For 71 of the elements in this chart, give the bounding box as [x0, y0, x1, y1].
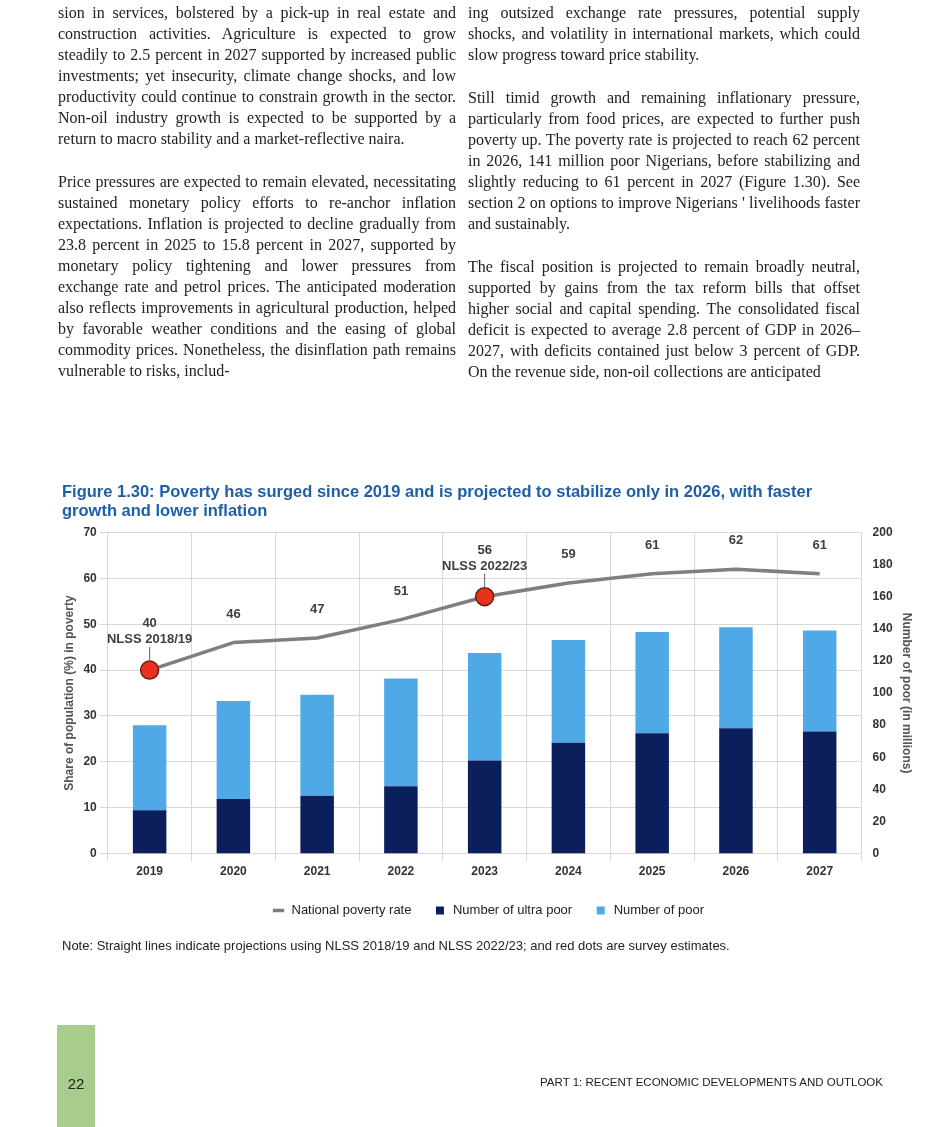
y-tick-label: 40 [83, 662, 98, 677]
legend-label: National poverty rate [291, 902, 412, 918]
x-tick-label: 2022 [387, 864, 415, 879]
bar [635, 632, 669, 734]
data-label: 51 [393, 582, 409, 598]
y2-tick-label: 0 [872, 845, 880, 860]
bar [384, 786, 418, 854]
bar [635, 733, 669, 854]
text: The fiscal position is projected to remain broadly neutral, supported by gains from the tax reform bills that offset higher social and capital spending. The consolidated fiscal deficit is expected to average 2.8 percent of GDP in 2026–2027, with deficits contained just below 3 percent of GDP. On the revenue side, non-oil collections are anticipated [468, 257, 860, 382]
data-label: 46 [226, 605, 241, 621]
bar [300, 795, 334, 854]
data-label: 61 [812, 536, 827, 552]
data-label: 56 [477, 541, 492, 557]
bar [551, 640, 586, 743]
y2-tick-label: 80 [872, 717, 887, 732]
y-tick-label: 70 [83, 524, 98, 539]
bar [719, 728, 753, 854]
y-tick-label: 20 [83, 754, 98, 769]
data-label: 62 [728, 532, 744, 548]
y2-tick-label: 60 [872, 749, 887, 764]
x-tick-label: 2027 [806, 864, 834, 879]
y-tick-label: 60 [83, 570, 98, 585]
y-tick-label: 0 [90, 845, 98, 860]
y2-tick-label: 120 [872, 653, 893, 668]
y2-tick-label: 20 [872, 813, 887, 828]
y2-axis-title: Number of poor (in millions) [900, 612, 915, 774]
x-tick-label: 2019 [136, 864, 164, 879]
annotation: NLSS 2022/23 [442, 557, 528, 573]
chart-title: Figure 1.30: Poverty has surged since 2019 and is projected to stabilize only in 2026, with faster growth and lower inflation [62, 482, 814, 520]
annotation: NLSS 2018/19 [106, 631, 193, 647]
y2-tick-label: 160 [872, 589, 893, 604]
legend-label: Number of ultra poor [452, 902, 573, 918]
data-label: 40 [142, 615, 157, 631]
y2-tick-label: 140 [872, 621, 893, 636]
bar [467, 652, 502, 761]
y2-tick-label: 180 [872, 556, 893, 571]
x-tick-label: 2026 [722, 864, 750, 879]
x-tick-label: 2020 [220, 864, 248, 879]
y2-tick-label: 40 [872, 781, 887, 796]
text: Price pressures are expected to remain elevated, necessitating sustained monetary policy efforts to re-anchor inflation expectations. Inflation is projected to decline gradually from 23.8 percent in 2025 to 15.8 percent in 2027, supported by monetary policy tightening and lower pressures from exchange rate and petrol prices. The anticipated moderation also reflects improvements in agricultural production, helped by favorable weather conditions and the easing of global commodity prices. Nonetheless, the disinflation path remains vulnerable to risks, includ- [58, 173, 456, 379]
bar [719, 627, 753, 729]
y2-tick-label: 200 [872, 524, 893, 539]
bar [300, 694, 334, 796]
y-tick-label: 30 [83, 708, 98, 723]
y-tick-label: 50 [83, 616, 98, 631]
bar [132, 725, 167, 811]
y2-tick-label: 100 [872, 685, 893, 700]
bar [802, 731, 837, 854]
x-tick-label: 2023 [471, 864, 499, 879]
text: Still timid growth and remaining inflationary pressure, particularly from food prices, are expected to further push poverty up. The poverty rate is projected to reach 62 percent in 2026, 141 million poor Nigerians, before stabilizing and slightly reducing to 61 percent in 2027 (Figure 1.30). See section 2 on options to improve Nigerians ' livelihoods faster and sustainably. [468, 88, 860, 234]
bar [467, 760, 502, 854]
y-axis-title: Share of population (%) in poverty [61, 595, 76, 791]
text: sion in services, bolstered by a pick-up in real estate and construction activities. Agriculture is expected to grow steadily to 2.5 percent in 2027 supported by increased public investments; yet insecurity, climate change shocks, and low productivity could continue to constrain growth in the sector. Non-oil industry growth is expected to be supported by a return to macro stability and a market-reflective naira. [58, 3, 456, 149]
x-tick-label: 2021 [303, 864, 331, 879]
page-number-tab: 22 [57, 1025, 95, 1127]
bar [132, 810, 167, 854]
bar [384, 678, 418, 787]
y-tick-label: 10 [83, 800, 98, 815]
data-label: 59 [561, 546, 576, 562]
x-tick-label: 2025 [638, 864, 666, 879]
legend-label: Number of poor [613, 902, 705, 918]
bar [216, 701, 251, 800]
text: PART 1: RECENT ECONOMIC DEVELOPMENTS AND OUTLOOK [540, 1076, 883, 1088]
bar [551, 742, 586, 854]
x-tick-label: 2024 [555, 864, 583, 879]
text: ing outsized exchange rate pressures, potential supply shocks, and volatility in international markets, which could slow progress toward price stability. [468, 3, 860, 65]
data-label: 61 [644, 536, 660, 552]
bar [802, 630, 837, 732]
bar [216, 799, 251, 854]
data-label: 47 [309, 601, 325, 617]
text: Note: Straight lines indicate projections using NLSS 2018/19 and NLSS 2022/23; and red dots are survey estimates. [62, 938, 730, 953]
